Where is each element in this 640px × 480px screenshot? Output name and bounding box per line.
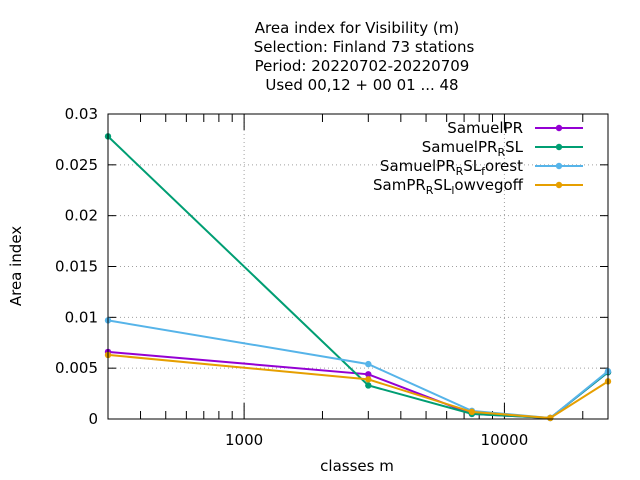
legend-marker-3: [555, 162, 563, 170]
data-point-s4-3: [468, 408, 476, 416]
data-point-s4-2: [365, 376, 372, 383]
plot-frame: [107, 113, 609, 420]
y-tick-label: 0.015: [55, 258, 98, 276]
y-tick-label: 0: [88, 410, 98, 428]
series-line-4: [107, 353, 609, 420]
legend-marker-4: [555, 181, 563, 189]
legend: SamuelPRSamuelPRRSLSamuelPRRSLforestSamP…: [373, 119, 583, 197]
series-line-2: [107, 135, 609, 420]
y-tick-label: 0.01: [65, 308, 98, 326]
legend-label-1: SamuelPR: [447, 119, 523, 137]
tick-labels: 0 0.005 0.01 0.015 0.02 0.025 0.03 1000 10000: [55, 105, 528, 449]
series-lines: [104, 133, 612, 422]
legend-label-3: SamuelPRRSLforest: [380, 157, 523, 178]
data-point-s1-2: [365, 371, 372, 378]
data-point-s2-2: [365, 382, 372, 389]
y-tick-label: 0.02: [65, 207, 98, 225]
y-tick-label: 0.025: [55, 156, 98, 174]
data-point-s3-2: [365, 360, 372, 368]
legend-label-4: SamPRRSLlowvegoff: [373, 176, 524, 197]
legend-marker-1: [555, 124, 563, 132]
y-axis-label: Area index: [7, 226, 25, 306]
title-line-4: Used 00,12 + 00 01 ... 48: [265, 76, 458, 94]
legend-marker-2: [555, 143, 563, 151]
title-line-1: Area index for Visibility (m): [255, 19, 459, 37]
title-line-3: Period: 20220702-20220709: [255, 57, 470, 75]
chart-title: Area index for Visibility (m) Selection:…: [254, 19, 475, 94]
data-point-s4-4: [547, 414, 554, 422]
x-tick-label: 10000: [481, 431, 529, 449]
y-tick-label: 0.005: [55, 359, 98, 377]
y-tick-label: 0.03: [65, 105, 98, 123]
title-line-2: Selection: Finland 73 stations: [254, 38, 475, 56]
series-line-3: [107, 319, 609, 420]
legend-label-2: SamuelPRRSL: [422, 138, 524, 159]
x-tick-label: 1000: [225, 431, 263, 449]
x-axis-label: classes m: [320, 457, 394, 475]
